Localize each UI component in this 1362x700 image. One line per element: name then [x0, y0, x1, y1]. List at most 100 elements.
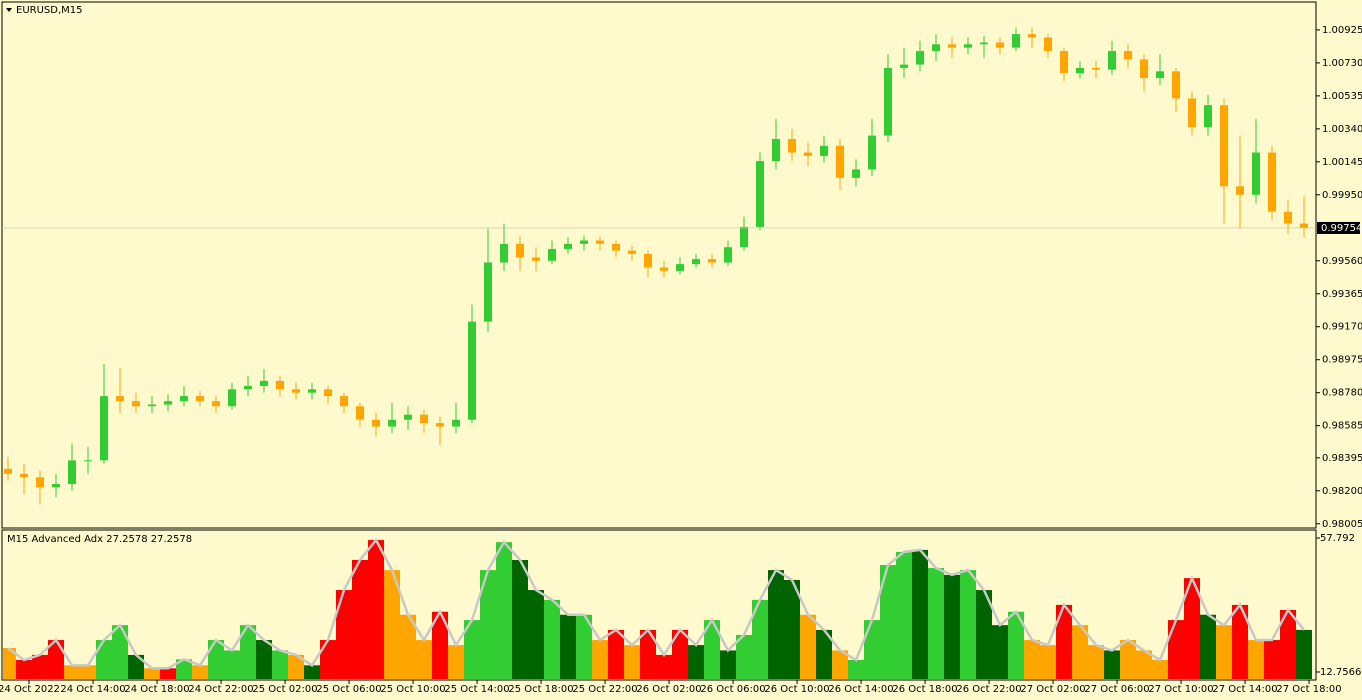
- candle-body: [756, 160, 764, 227]
- candle-body: [868, 135, 876, 170]
- adx-bar: [16, 659, 32, 679]
- candle-body: [1028, 34, 1036, 38]
- candle-body: [532, 257, 540, 261]
- candle-body: [964, 44, 972, 48]
- adx-bar: [960, 570, 976, 679]
- candle-body: [932, 44, 940, 52]
- candle-body: [1092, 67, 1100, 70]
- x-tick-label: 25 Oct 14:00: [444, 684, 509, 695]
- adx-bar: [784, 579, 800, 679]
- x-tick-label: 25 Oct 22:00: [572, 684, 637, 695]
- adx-bar: [720, 650, 736, 679]
- candle-body: [500, 243, 508, 263]
- y-tick-label: 1.00340: [1322, 124, 1362, 135]
- candle-body: [1220, 105, 1228, 187]
- adx-bar: [272, 650, 288, 679]
- x-tick-label: 24 Oct 14:00: [60, 684, 125, 695]
- current-price-box: [1317, 221, 1360, 234]
- x-tick-label: 25 Oct 10:00: [380, 684, 445, 695]
- y-tick-label: 0.99950: [1322, 190, 1362, 201]
- candle-body: [900, 64, 908, 68]
- menu-arrow[interactable]: [6, 8, 12, 12]
- candle-body: [356, 406, 364, 420]
- candle-body: [308, 389, 316, 393]
- y-tick-label: 0.98585: [1322, 421, 1362, 432]
- candle-body: [612, 243, 620, 251]
- candle-body: [180, 396, 188, 402]
- candle-body: [52, 484, 60, 488]
- candle-body: [164, 401, 172, 405]
- candle-body: [660, 267, 668, 271]
- adx-bar: [1040, 645, 1056, 679]
- adx-bar: [1264, 640, 1280, 679]
- adx-bar: [320, 640, 336, 679]
- candle-body: [484, 262, 492, 322]
- candle-body: [644, 254, 652, 268]
- candle-body: [1300, 223, 1308, 228]
- adx-bar: [944, 574, 960, 679]
- candle-body: [788, 138, 796, 153]
- x-tick-label: 25 Oct 06:00: [316, 684, 381, 695]
- x-tick-label: 24 Oct 18:00: [124, 684, 189, 695]
- adx-bar: [112, 625, 128, 679]
- adx-bar: [48, 640, 64, 679]
- adx-bar: [176, 659, 192, 679]
- candle-body: [580, 240, 588, 244]
- x-tick-label: 26 Oct 02:00: [636, 684, 701, 695]
- candle-body: [452, 419, 460, 427]
- y-tick-label: 0.98200: [1322, 486, 1362, 497]
- candle-body: [1108, 51, 1116, 70]
- x-tick-label: 27 Oct 14:00: [1212, 684, 1277, 695]
- candle-body: [404, 414, 412, 420]
- candle-body: [1140, 59, 1148, 79]
- candle-body: [244, 385, 252, 390]
- candle-body: [1076, 67, 1084, 74]
- adx-bar: [672, 629, 688, 679]
- adx-bar: [896, 551, 912, 679]
- candle-body: [84, 460, 92, 462]
- candle-body: [1060, 51, 1068, 74]
- candle-body: [1204, 105, 1212, 128]
- plot-layer: 1.00925 1.00730 1.00535 1.00340 1.00145 0.999…: [0, 25, 1362, 695]
- adx-bar: [160, 668, 176, 679]
- adx-bar: [544, 599, 560, 679]
- adx-bar: [1072, 625, 1088, 679]
- candle-body: [724, 247, 732, 263]
- candle-body: [948, 44, 956, 48]
- adx-bar: [1024, 640, 1040, 679]
- y-tick-label: 1.00925: [1322, 25, 1362, 36]
- x-tick-label: 27 Oct 02:00: [1020, 684, 1085, 695]
- adx-bar: [480, 570, 496, 679]
- adx-bar: [224, 650, 240, 679]
- y-tick-label: 0.99170: [1322, 322, 1362, 333]
- adx-bar: [400, 614, 416, 679]
- x-tick-label: 25 Oct 02:00: [252, 684, 317, 695]
- adx-bar: [1232, 604, 1248, 679]
- adx-bar: [1152, 659, 1168, 679]
- candle-body: [20, 473, 28, 478]
- candle-body: [292, 389, 300, 393]
- candle-body: [628, 250, 636, 255]
- candle-body: [1188, 98, 1196, 128]
- adx-bar: [880, 565, 896, 679]
- candle-body: [836, 145, 844, 178]
- candle-body: [1268, 152, 1276, 212]
- adx-bar: [432, 611, 448, 679]
- y-tick-label: 1.00730: [1322, 58, 1362, 69]
- adx-bar: [304, 665, 320, 679]
- candle-body: [324, 389, 332, 397]
- adx-bar: [736, 634, 752, 679]
- candle-body: [468, 321, 476, 420]
- adx-bar: [752, 599, 768, 679]
- y-tick-label: 0.98780: [1322, 388, 1362, 399]
- candle-body: [4, 468, 12, 474]
- adx-bar: [448, 645, 464, 679]
- candle-body: [772, 138, 780, 161]
- candle-body: [340, 396, 348, 407]
- x-tick-label: 27 Oct 18:00: [1276, 684, 1341, 695]
- candle-body: [548, 248, 556, 261]
- adx-bar: [864, 620, 880, 679]
- candle-body: [708, 259, 716, 263]
- adx-bar: [352, 559, 368, 679]
